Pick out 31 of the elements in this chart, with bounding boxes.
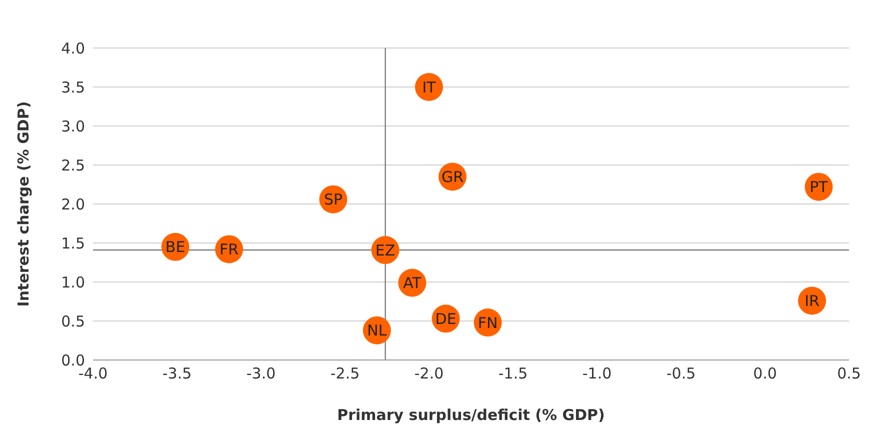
- x-tick-label: -3.0: [246, 364, 276, 383]
- x-tick-label: 0.0: [753, 364, 777, 383]
- y-tick-label: 2.5: [61, 156, 85, 174]
- x-tick-label: -3.5: [162, 364, 192, 383]
- x-tick-label: -0.5: [666, 364, 696, 383]
- x-tick-label: -2.0: [414, 364, 444, 383]
- y-tick-label: 1.0: [61, 273, 85, 292]
- annotation: EZ: [375, 241, 396, 260]
- x-tick-label: -1.5: [498, 364, 528, 383]
- y-tick-label: 0.5: [61, 312, 85, 330]
- x-tick-label: -1.0: [582, 364, 612, 383]
- y-tick-label: 3.0: [61, 117, 85, 136]
- annotation: FR: [220, 240, 239, 259]
- annotation: IR: [804, 292, 820, 310]
- annotation: BE: [165, 238, 186, 256]
- annotation: NL: [367, 322, 388, 340]
- y-tick-label: 3.5: [61, 78, 85, 96]
- y-tick-label: 4.0: [61, 39, 85, 58]
- annotation: IT: [422, 78, 437, 96]
- annotation: AT: [403, 274, 422, 292]
- x-tick-label: 0.5: [837, 364, 861, 383]
- y-tick-label: 1.5: [61, 234, 85, 252]
- annotation: DE: [435, 310, 456, 328]
- annotation: GR: [441, 168, 464, 186]
- annotation: SP: [324, 190, 343, 209]
- annotation: PT: [810, 178, 829, 196]
- x-tick-label: -2.5: [330, 364, 360, 383]
- y-tick-label: 2.0: [61, 195, 85, 214]
- y-axis-title: Interest charge (% GDP): [14, 101, 32, 307]
- x-axis-title: Primary surplus/deficit (% GDP): [337, 406, 605, 424]
- annotation: FN: [478, 314, 498, 332]
